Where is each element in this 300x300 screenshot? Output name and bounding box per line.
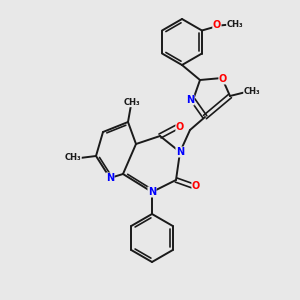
- Text: CH₃: CH₃: [226, 20, 243, 29]
- Text: N: N: [186, 95, 194, 105]
- Text: O: O: [192, 181, 200, 191]
- Text: N: N: [148, 187, 156, 197]
- Text: N: N: [176, 147, 184, 157]
- Text: CH₃: CH₃: [65, 154, 81, 163]
- Text: CH₃: CH₃: [244, 88, 260, 97]
- Text: O: O: [213, 20, 221, 31]
- Text: O: O: [219, 74, 227, 84]
- Text: CH₃: CH₃: [124, 98, 140, 107]
- Text: O: O: [176, 122, 184, 132]
- Text: N: N: [106, 173, 114, 183]
